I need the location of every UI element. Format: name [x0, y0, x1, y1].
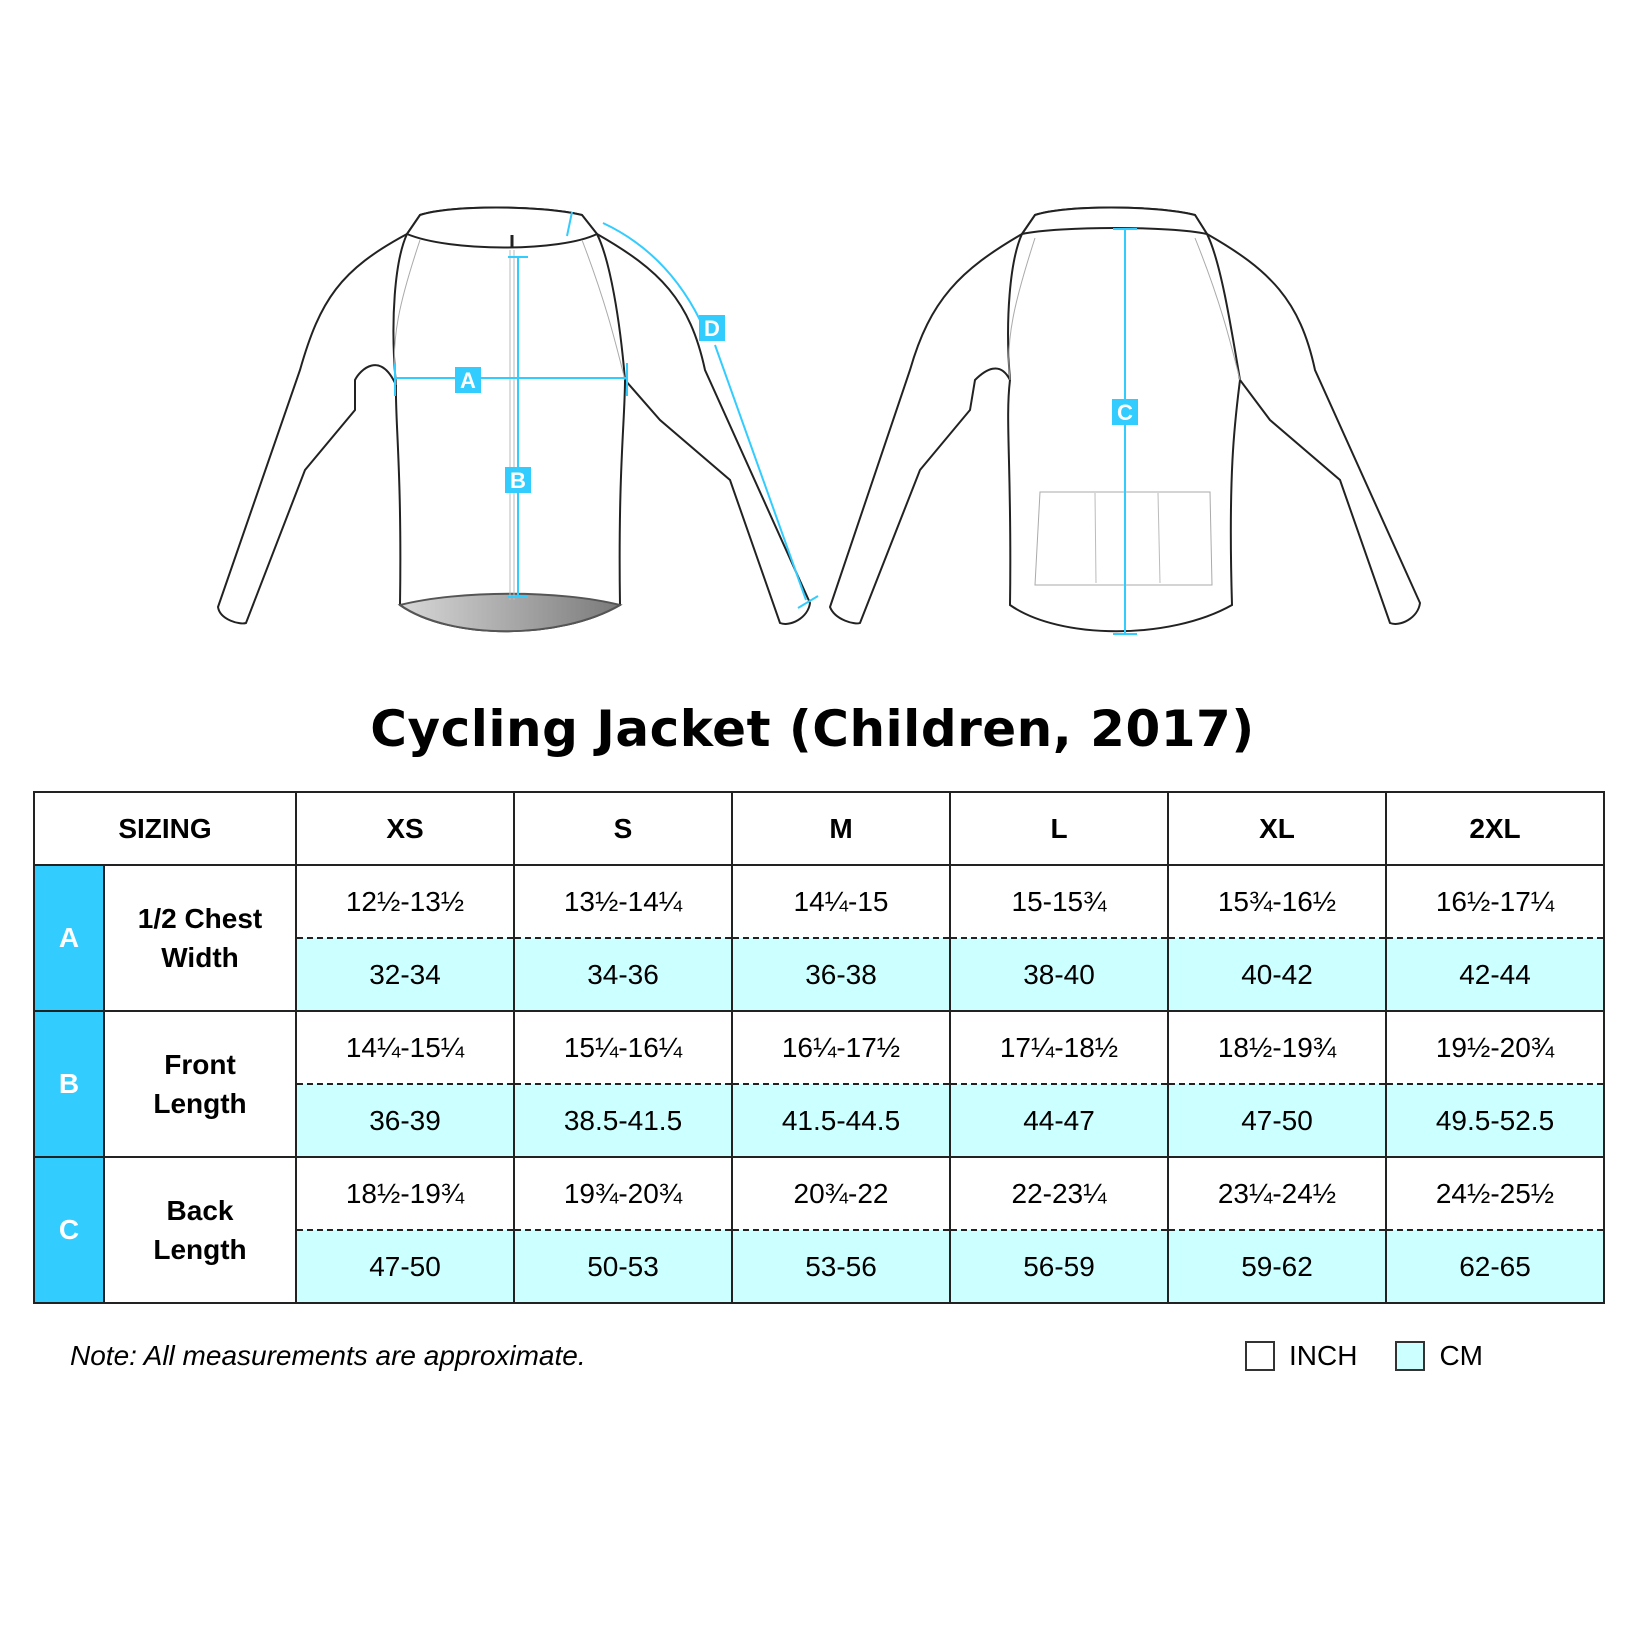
cell-cm: 53-56	[731, 1230, 951, 1304]
header-size-s: S	[513, 791, 733, 866]
row-letter-b: B	[33, 1010, 105, 1158]
label-c: C	[1117, 400, 1133, 425]
label-line1: 1/2 Chest	[137, 903, 263, 934]
cell-cm: 36-39	[295, 1084, 515, 1158]
cell-cm: 59-62	[1167, 1230, 1387, 1304]
cell-inch: 14¼-15¼	[295, 1010, 515, 1085]
header-size-l: L	[949, 791, 1169, 866]
cell-cm: 42-44	[1385, 938, 1605, 1012]
front-label-boxes: A B D	[455, 315, 725, 493]
cell-inch: 24½-25½	[1385, 1156, 1605, 1231]
cell-inch: 16¼-17½	[731, 1010, 951, 1085]
cell-inch: 17¼-18½	[949, 1010, 1169, 1085]
row-letter-a: A	[33, 864, 105, 1012]
header-size-2xl: 2XL	[1385, 791, 1605, 866]
table-row-b-inch: B Front Length 14¼-15¼ 15¼-16¼ 16¼-17½ 17…	[33, 1010, 1605, 1158]
table-row-a-inch: A 1/2 Chest Width 12½-13½ 13½-14¼ 14¼-15 …	[33, 864, 1605, 1012]
cell-cm: 34-36	[513, 938, 733, 1012]
cell-cm: 49.5-52.5	[1385, 1084, 1605, 1158]
label-a: A	[460, 368, 476, 393]
cell-cm: 62-65	[1385, 1230, 1605, 1304]
cell-cm: 50-53	[513, 1230, 733, 1304]
cell-inch: 19½-20¾	[1385, 1010, 1605, 1085]
cell-cm: 44-47	[949, 1084, 1169, 1158]
cell-cm: 36-38	[731, 938, 951, 1012]
legend-cm: CM	[1395, 1340, 1483, 1372]
jacket-diagrams: A B D C	[0, 0, 1625, 680]
inch-swatch-icon	[1245, 1341, 1275, 1371]
label-b: B	[510, 468, 526, 493]
label-line1: Front	[164, 1049, 236, 1080]
row-label-chest: 1/2 Chest Width	[103, 864, 297, 1012]
label-line1: Back	[166, 1195, 234, 1226]
front-jacket	[216, 206, 812, 633]
front-measurements	[394, 211, 819, 609]
cell-cm: 47-50	[295, 1230, 515, 1304]
row-label-back-length: Back Length	[103, 1156, 297, 1304]
cell-inch: 19¾-20¾	[513, 1156, 733, 1231]
label-line2: Length	[153, 1088, 247, 1119]
cell-cm: 38.5-41.5	[513, 1084, 733, 1158]
legend-inch: INCH	[1245, 1340, 1357, 1372]
table-header-row: SIZING XS S M L XL 2XL	[33, 791, 1605, 866]
cell-cm: 47-50	[1167, 1084, 1387, 1158]
header-size-xs: XS	[295, 791, 515, 866]
row-letter-c: C	[33, 1156, 105, 1304]
unit-legend: INCH CM	[1245, 1340, 1521, 1372]
row-label-front-length: Front Length	[103, 1010, 297, 1158]
cell-inch: 15¼-16¼	[513, 1010, 733, 1085]
header-sizing: SIZING	[33, 791, 297, 866]
back-measurements	[1113, 228, 1137, 635]
cell-inch: 18½-19¾	[1167, 1010, 1387, 1085]
cell-cm: 41.5-44.5	[731, 1084, 951, 1158]
table-row-b-cm: 36-39 38.5-41.5 41.5-44.5 44-47 47-50 49…	[34, 1084, 1605, 1158]
cell-cm: 56-59	[949, 1230, 1169, 1304]
page-title: Cycling Jacket (Children, 2017)	[370, 700, 1255, 758]
cell-inch: 15-15¾	[949, 864, 1169, 939]
approximate-note: Note: All measurements are approximate.	[70, 1340, 586, 1371]
size-chart-table: SIZING XS S M L XL 2XL A 1/2 Chest Width …	[33, 791, 1605, 1304]
label-line2: Width	[161, 942, 239, 973]
header-size-m: M	[731, 791, 951, 866]
label-line2: Length	[153, 1234, 247, 1265]
cell-inch: 12½-13½	[295, 864, 515, 939]
cell-inch: 13½-14¼	[513, 864, 733, 939]
cell-inch: 16½-17¼	[1385, 864, 1605, 939]
table-row-c-cm: 47-50 50-53 53-56 56-59 59-62 62-65	[34, 1230, 1605, 1304]
cell-inch: 15¾-16½	[1167, 864, 1387, 939]
cell-inch: 22-23¼	[949, 1156, 1169, 1231]
header-size-xl: XL	[1167, 791, 1387, 866]
legend-inch-label: INCH	[1289, 1340, 1358, 1371]
cell-inch: 14¼-15	[731, 864, 951, 939]
legend-cm-label: CM	[1439, 1340, 1483, 1371]
table-row-a-cm: 32-34 34-36 36-38 38-40 40-42 42-44	[34, 938, 1605, 1012]
cell-cm: 32-34	[295, 938, 515, 1012]
cell-inch: 18½-19¾	[295, 1156, 515, 1231]
jacket-illustration: A B D C	[216, 206, 1422, 635]
cell-inch: 20¾-22	[731, 1156, 951, 1231]
label-d: D	[704, 316, 720, 341]
cell-inch: 23¼-24½	[1167, 1156, 1387, 1231]
cell-cm: 38-40	[949, 938, 1169, 1012]
cm-swatch-icon	[1395, 1341, 1426, 1371]
cell-cm: 40-42	[1167, 938, 1387, 1012]
table-row-c-inch: C Back Length 18½-19¾ 19¾-20¾ 20¾-22 22-2…	[33, 1156, 1605, 1304]
